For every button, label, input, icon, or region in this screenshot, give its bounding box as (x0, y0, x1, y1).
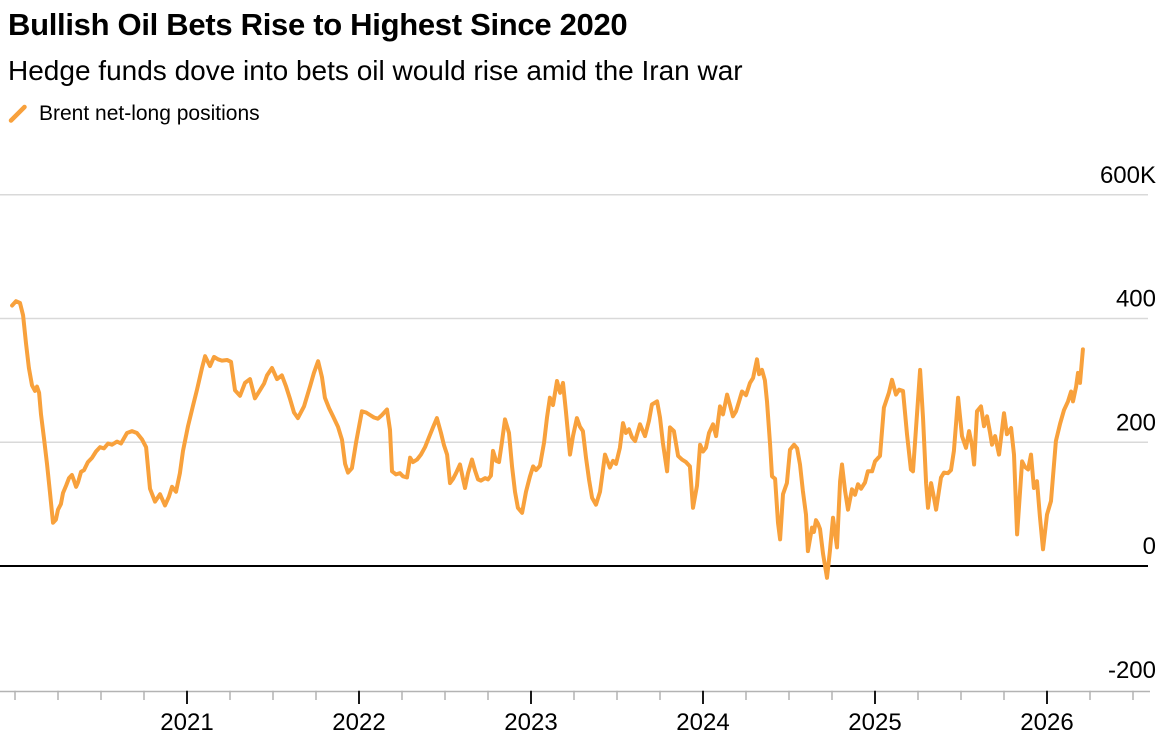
chart-header: Bullish Oil Bets Rise to Highest Since 2… (8, 0, 743, 126)
y-axis-label: 200 (1116, 409, 1156, 436)
x-axis (0, 690, 1150, 704)
y-axis-label: 600K (1100, 162, 1156, 189)
y-axis-label: -200 (1108, 657, 1156, 684)
brent-net-long-line (10, 299, 1085, 580)
y-axis-label: 0 (1143, 533, 1156, 560)
chart-title: Bullish Oil Bets Rise to Highest Since 2… (8, 7, 628, 42)
x-axis-label: 2025 (848, 709, 901, 736)
legend-series-label: Brent net-long positions (39, 101, 260, 125)
series-lines (10, 299, 1085, 580)
x-axis-label: 2023 (504, 709, 557, 736)
x-axis-label: 2024 (676, 709, 729, 736)
x-axis-labels: 2021 2022 2023 2024 2025 2026 (160, 709, 1073, 736)
x-axis-label: 2026 (1020, 709, 1073, 736)
y-axis-label: 400 (1116, 286, 1156, 313)
x-axis-label: 2021 (160, 709, 213, 736)
chart-subtitle: Hedge funds dove into bets oil would ris… (8, 54, 743, 86)
x-axis-label: 2022 (332, 709, 385, 736)
legend: Brent net-long positions (8, 102, 743, 126)
legend-line-key-icon (8, 104, 28, 124)
gridlines (0, 194, 1148, 567)
y-axis-labels: 600K 400 200 0 -200 (1100, 162, 1156, 684)
